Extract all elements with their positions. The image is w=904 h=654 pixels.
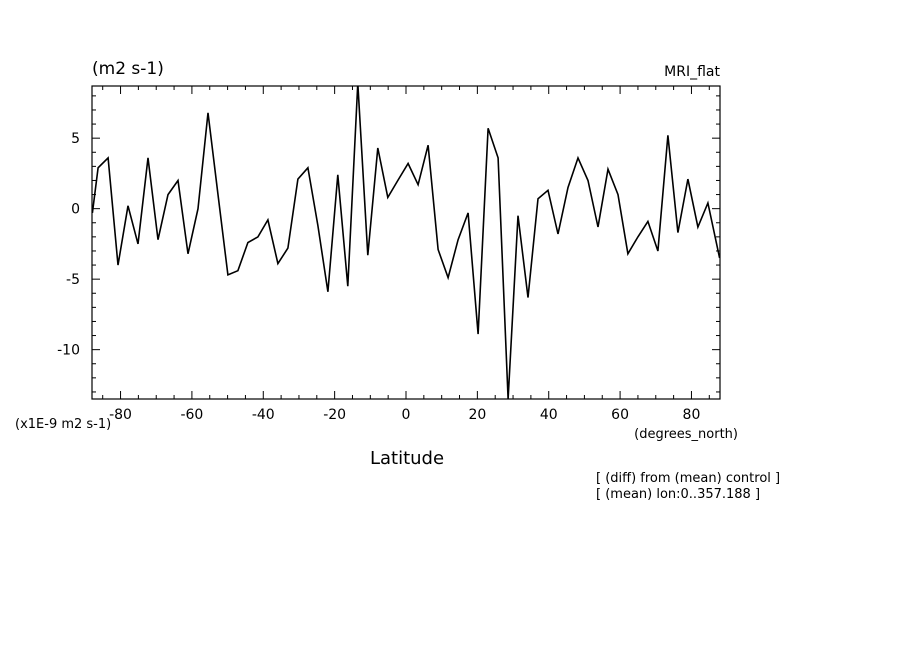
scale-label: (x1E-9 m2 s-1) [15,417,111,432]
x-tick-label: 80 [683,407,701,423]
x-tick-label: 60 [611,407,629,423]
y-tick-label: 0 [71,202,80,218]
x-axis-title: Latitude [370,448,444,469]
model-label: MRI_flat [664,64,720,80]
x-unit-label: (degrees_north) [634,427,738,442]
y-tick-label: -10 [57,343,80,359]
axis-ticks [92,86,720,399]
y-tick-label: -5 [66,272,80,288]
y-tick-labels: 5 0 -5 -10 [57,131,80,358]
x-tick-label: -40 [252,407,275,423]
x-tick-label: -80 [109,407,132,423]
note-line-1: [ (diff) from (mean) control ] [596,471,780,486]
x-tick-label: -60 [180,407,203,423]
x-tick-label: -20 [323,407,346,423]
note-line-2: [ (mean) lon:0..357.188 ] [596,487,760,502]
x-tick-labels: -80 -60 -40 -20 0 20 40 60 80 [109,407,700,423]
data-series-line [92,86,720,399]
x-tick-label: 20 [468,407,486,423]
x-tick-label: 40 [540,407,558,423]
unit-label: (m2 s-1) [92,59,164,79]
x-tick-label: 0 [402,407,411,423]
y-tick-label: 5 [71,131,80,147]
plot-frame [91,85,721,400]
